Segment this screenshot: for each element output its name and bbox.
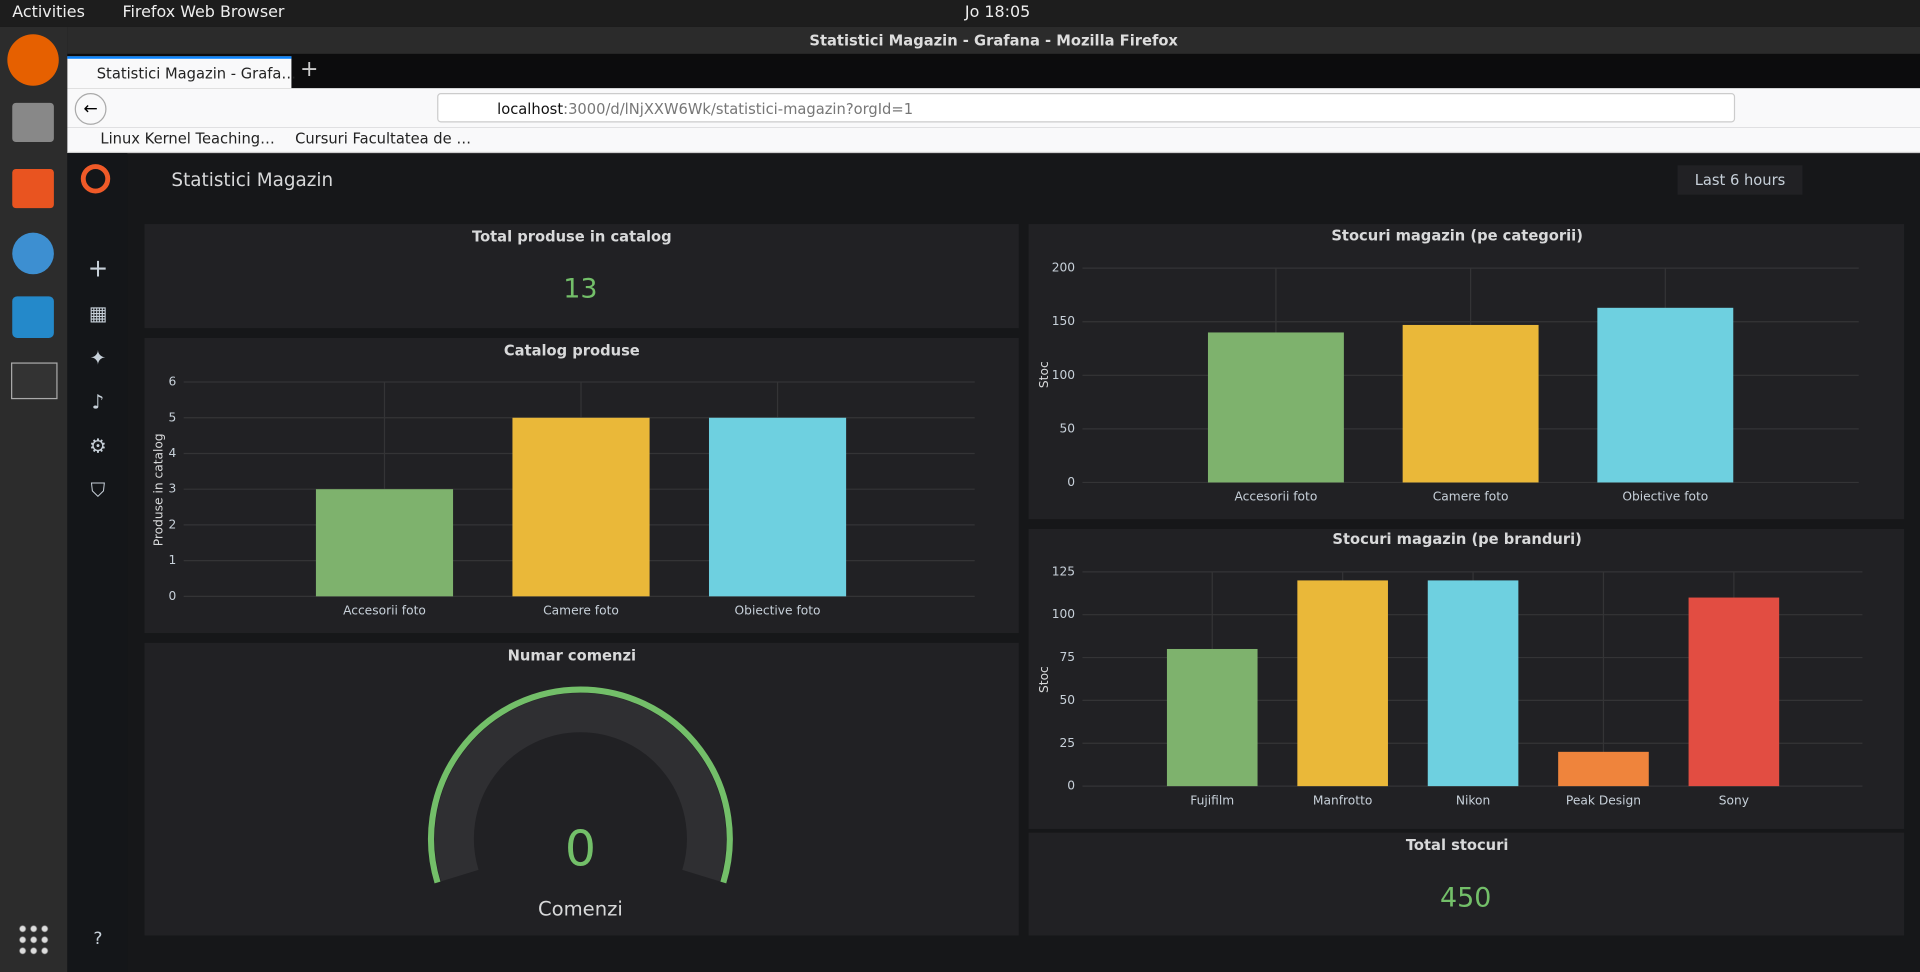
bar (1166, 648, 1258, 787)
url-bar[interactable]: localhost:3000/d/lNjXXW6Wk/statistici-ma… (437, 93, 1736, 123)
y-tick-label: 125 (1052, 564, 1075, 578)
y-axis-label: Stoc (1037, 361, 1051, 388)
shield-icon[interactable]: ⛉ (91, 479, 106, 502)
bar (1427, 580, 1519, 787)
y-tick-label: 0 (1067, 475, 1075, 489)
panel-title: Total stocuri (1406, 837, 1509, 854)
x-tick-label: Manfrotto (1313, 793, 1372, 807)
bar (315, 489, 454, 597)
bar (512, 417, 650, 597)
y-tick-label: 2 (169, 517, 177, 531)
tab[interactable]: Statistici Magazin - Grafa… (67, 56, 296, 89)
bar (1402, 324, 1539, 483)
dashboards-icon[interactable]: ▦ (89, 302, 108, 325)
y-tick-label: 1 (169, 553, 177, 567)
x-tick-label: Accesorii foto (1235, 490, 1318, 504)
panel-title: Total produse in catalog (472, 229, 672, 246)
panel-title: Stocuri magazin (pe branduri) (1332, 531, 1581, 548)
y-axis-label: Produse in catalog (152, 433, 166, 546)
gauge-label: Comenzi (538, 897, 623, 920)
apps-grid[interactable] (17, 923, 49, 956)
panel-title: Catalog produse (504, 342, 640, 359)
panel-title: Stocuri magazin (pe categorii) (1331, 227, 1583, 244)
app-menu[interactable]: Firefox Web Browser (122, 3, 285, 23)
terminal-icon[interactable] (11, 362, 58, 400)
stat-value: 450 (1440, 882, 1491, 913)
x-tick-label: Sony (1719, 793, 1749, 807)
gauge-value: 0 (565, 821, 596, 878)
y-tick-label: 100 (1052, 368, 1075, 382)
top-bar: Activities Firefox Web Browser Jo 18:05 (0, 0, 1920, 27)
sidebar-icons: + ▦ ✦ ♪ ⚙ ⛉ ? (88, 253, 109, 949)
url-path: :3000/d/lNjXXW6Wk/statistici-magazin?org… (563, 100, 914, 118)
stat-value: 13 (563, 274, 597, 305)
panel (144, 224, 1019, 329)
vscode-icon[interactable] (12, 296, 54, 338)
x-tick-label: Camere foto (1433, 490, 1509, 504)
y-tick-label: 200 (1052, 261, 1075, 275)
bookmark[interactable]: Linux Kernel Teaching… (100, 129, 275, 147)
y-tick-label: 50 (1060, 421, 1076, 435)
y-tick-label: 5 (169, 410, 177, 424)
x-tick-label: Nikon (1456, 793, 1490, 807)
y-tick-label: 75 (1060, 650, 1076, 664)
help-icon[interactable] (12, 232, 54, 275)
panel (1028, 832, 1905, 936)
activities[interactable]: Activities (12, 3, 85, 23)
y-axis-label: Stoc (1037, 666, 1051, 693)
x-tick-label: Obiective foto (1622, 490, 1708, 504)
gauge-track (434, 693, 727, 882)
bookmarks-bar: Linux Kernel Teaching… Cursuri Facultate… (67, 127, 1920, 154)
grafana-logo[interactable] (80, 164, 111, 194)
x-tick-label: Peak Design (1566, 793, 1641, 807)
y-tick-label: 4 (169, 446, 177, 460)
clock[interactable]: Jo 18:05 (964, 3, 1031, 23)
x-tick-label: Camere foto (543, 604, 619, 618)
time-picker[interactable]: Last 6 hours (1677, 165, 1803, 195)
y-tick-label: 0 (169, 589, 177, 603)
bar (1297, 580, 1388, 787)
y-tick-label: 100 (1052, 607, 1075, 621)
x-tick-label: Obiective foto (735, 604, 821, 618)
explore-icon[interactable]: ✦ (90, 346, 106, 369)
bar (1597, 307, 1734, 483)
nav-bar: localhost:3000/d/lNjXXW6Wk/statistici-ma… (67, 88, 1920, 128)
dashboard-title[interactable]: Statistici Magazin (171, 168, 334, 192)
new-tab[interactable]: + (300, 56, 319, 83)
dock (0, 26, 68, 972)
firefox-icon[interactable] (7, 34, 59, 86)
bar (1688, 597, 1780, 787)
bar (1207, 332, 1344, 483)
window-title: Statistici Magazin - Grafana - Mozilla F… (67, 26, 1920, 54)
help-icon[interactable]: ? (93, 929, 102, 949)
bookmark[interactable]: Cursuri Facultatea de … (295, 129, 472, 147)
y-tick-label: 6 (169, 375, 177, 389)
bar (1558, 751, 1649, 787)
bar (708, 417, 847, 597)
config-icon[interactable]: ⚙ (89, 434, 107, 457)
x-tick-label: Accesorii foto (343, 604, 426, 618)
y-tick-label: 0 (1067, 779, 1075, 793)
y-tick-label: 25 (1060, 736, 1076, 750)
grafana-sidebar (67, 153, 128, 972)
x-tick-label: Fujifilm (1190, 793, 1234, 807)
tab-bar: Statistici Magazin - Grafa… + (67, 53, 1920, 89)
panel-title: Numar comenzi (508, 647, 636, 664)
software-icon[interactable] (12, 168, 54, 209)
gauge-threshold (428, 686, 733, 884)
url-host: localhost (497, 100, 564, 118)
create-icon[interactable]: + (88, 253, 109, 282)
alert-icon[interactable]: ♪ (92, 390, 105, 413)
back-button[interactable]: ← (74, 93, 107, 125)
y-tick-label: 3 (169, 482, 177, 496)
y-tick-label: 150 (1052, 314, 1075, 328)
y-tick-label: 50 (1060, 693, 1076, 707)
files-icon[interactable] (12, 102, 54, 143)
